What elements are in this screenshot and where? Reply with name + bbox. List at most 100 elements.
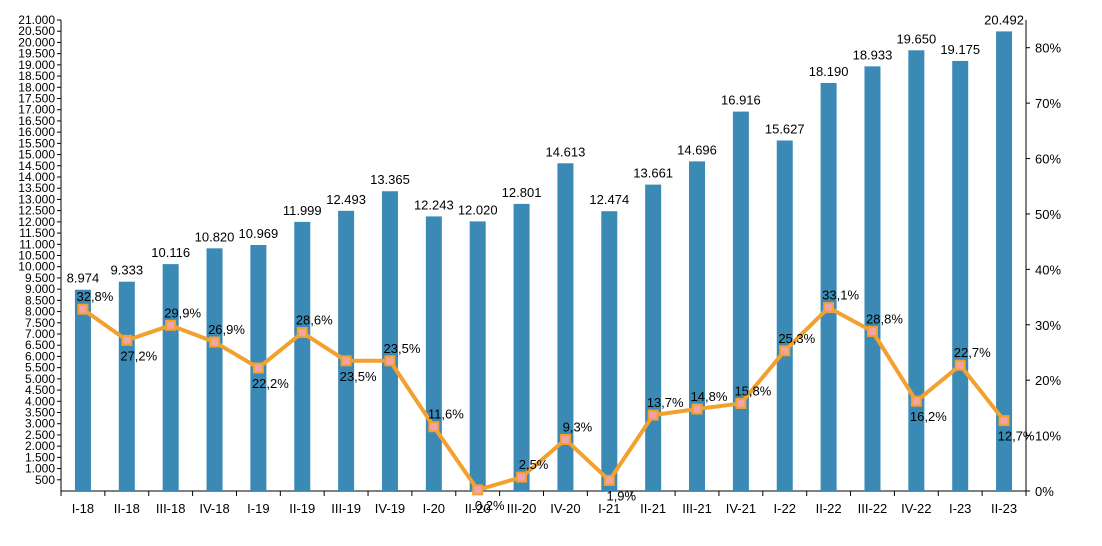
left-tick-label: 8.000 <box>25 305 55 319</box>
bar-value-label: 14.696 <box>677 142 717 157</box>
bar-value-label: 12.493 <box>326 192 366 207</box>
growth-point <box>735 397 747 409</box>
bar-value-label: 11.999 <box>283 203 322 218</box>
left-tick-label: 1.000 <box>25 462 55 476</box>
left-tick-label: 2.000 <box>25 439 55 453</box>
x-tick-label: III-18 <box>156 501 186 516</box>
bar-value-label: 16.916 <box>721 93 761 108</box>
x-tick-label: II-23 <box>991 501 1017 516</box>
bar <box>425 216 442 492</box>
growth-value-label: 0,2% <box>475 498 505 513</box>
left-tick-label: 3.000 <box>25 417 55 431</box>
growth-value-label: 13,7% <box>647 395 684 410</box>
x-tick-label: IV-20 <box>550 501 580 516</box>
growth-point <box>516 471 528 483</box>
bar <box>74 289 91 491</box>
left-tick-label: 15.000 <box>18 148 55 162</box>
x-tick-label: III-21 <box>682 501 712 516</box>
left-tick-label: 12.500 <box>18 204 55 218</box>
growth-point <box>121 334 133 346</box>
bar <box>469 221 486 491</box>
bar-value-label: 18.933 <box>853 47 893 62</box>
growth-value-label: 23,5% <box>384 341 421 356</box>
growth-point <box>603 474 615 486</box>
x-tick-label: I-18 <box>72 501 94 516</box>
right-tick-label: 60% <box>1035 152 1061 167</box>
growth-value-label: 28,6% <box>296 313 333 328</box>
left-tick-label: 16.000 <box>18 125 55 139</box>
growth-value-label: 12,7% <box>998 429 1035 444</box>
left-tick-label: 19.500 <box>18 47 55 61</box>
growth-value-label: 16,2% <box>910 409 947 424</box>
growth-point <box>559 433 571 445</box>
x-tick-label: IV-21 <box>726 501 756 516</box>
bar <box>776 140 793 491</box>
growth-point <box>384 355 396 367</box>
left-tick-label: 15.500 <box>18 136 55 150</box>
bar-value-label: 8.974 <box>67 271 100 286</box>
x-tick-label: IV-18 <box>199 501 229 516</box>
left-tick-label: 5.500 <box>25 361 55 375</box>
bar <box>908 50 925 492</box>
left-tick-label: 8.500 <box>25 293 55 307</box>
bar-value-label: 20.492 <box>984 12 1024 27</box>
left-tick-label: 18.500 <box>18 69 55 83</box>
left-tick-label: 13.500 <box>18 181 55 195</box>
bar <box>820 83 837 491</box>
growth-line <box>81 305 1006 492</box>
right-tick-label: 20% <box>1035 373 1061 388</box>
x-tick-label: I-20 <box>423 501 445 516</box>
left-tick-label: 4.500 <box>25 383 55 397</box>
left-tick-label: 14.000 <box>18 170 55 184</box>
bar-value-label: 9.333 <box>111 263 144 278</box>
x-tick-label: II-20 <box>465 501 491 516</box>
x-tick-label: II-22 <box>816 501 842 516</box>
growth-point <box>209 336 221 348</box>
right-tick-label: 10% <box>1035 429 1061 444</box>
bar-value-label: 13.661 <box>633 166 673 181</box>
bar <box>118 281 135 491</box>
bar <box>557 163 574 491</box>
right-tick-label: 70% <box>1035 96 1061 111</box>
bar-value-label: 12.474 <box>589 192 629 207</box>
left-tick-label: 17.000 <box>18 103 55 117</box>
right-tick-label: 80% <box>1035 41 1061 56</box>
x-tick-label: IV-22 <box>901 501 931 516</box>
growth-value-label: 9,3% <box>563 419 593 434</box>
left-tick-label: 12.000 <box>18 215 55 229</box>
growth-value-label: 32,8% <box>76 289 113 304</box>
x-tick-label: III-22 <box>858 501 888 516</box>
growth-value-label: 28,8% <box>866 311 903 326</box>
bar-value-label: 13.365 <box>370 172 410 187</box>
growth-value-label: 22,7% <box>954 345 991 360</box>
left-tick-label: 19.000 <box>18 58 55 72</box>
bar-value-label: 10.116 <box>151 245 190 260</box>
growth-value-label: 26,9% <box>208 322 245 337</box>
growth-value-label: 22,2% <box>252 376 289 391</box>
left-tick-label: 11.000 <box>19 237 55 251</box>
growth-point <box>428 421 440 433</box>
left-tick-label: 14.500 <box>18 159 55 173</box>
growth-point <box>866 325 878 337</box>
growth-point <box>998 415 1010 427</box>
x-tick-label: II-18 <box>114 501 140 516</box>
growth-point <box>691 403 703 415</box>
bar-value-label: 12.243 <box>414 197 454 212</box>
bar-value-label: 15.627 <box>765 122 805 137</box>
bar-value-label: 14.613 <box>546 144 586 159</box>
growth-value-label: 33,1% <box>822 288 859 303</box>
growth-value-label: 2,5% <box>519 457 549 472</box>
growth-point <box>954 359 966 371</box>
left-tick-label: 20.000 <box>18 35 55 49</box>
growth-point <box>472 484 484 496</box>
growth-value-label: 23,5% <box>340 369 377 384</box>
left-tick-label: 18.000 <box>18 80 55 94</box>
left-tick-label: 9.500 <box>25 271 55 285</box>
bar-value-label: 10.969 <box>239 226 279 241</box>
left-tick-label: 13.000 <box>18 192 55 206</box>
bar-value-label: 19.650 <box>896 31 936 46</box>
left-tick-label: 1.500 <box>25 450 55 464</box>
growth-point <box>647 409 659 421</box>
